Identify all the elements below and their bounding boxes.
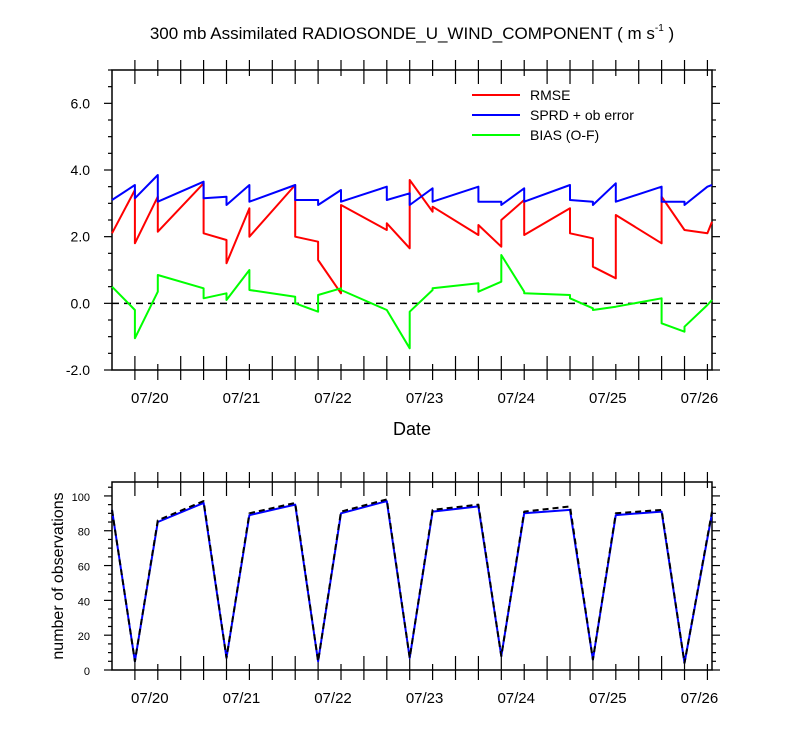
top-x-tick-label: 07/25 [589, 390, 627, 407]
legend-label: RMSE [530, 87, 570, 103]
bottom-x-tick-label: 07/25 [589, 690, 627, 707]
top-series-group [111, 174, 713, 350]
bottom-y-tick-label: 0 [84, 666, 90, 678]
top-series-rmse-line [111, 179, 713, 295]
top-x-tick-label: 07/26 [681, 390, 719, 407]
title-superscript: -1 [655, 23, 664, 34]
legend-label: BIAS (O-F) [530, 127, 599, 143]
bottom-x-tick-label: 07/26 [681, 690, 719, 707]
legend-label: SPRD + ob error [530, 107, 634, 123]
chart-legend: RMSE SPRD + ob error BIAS (O-F) [472, 87, 634, 143]
top-y-tick-label: -2.0 [66, 362, 90, 378]
top-axis-ticks: -2.0 0.0 2.0 4.0 6.0 07/20 07/21 07/22 07/23 07/2… [66, 60, 720, 407]
bottom-y-tick-label: 60 [78, 562, 90, 574]
bottom-x-tick-label: 07/20 [131, 690, 169, 707]
bottom-x-tick-label: 07/21 [223, 690, 261, 707]
top-plot-area: -2.0 0.0 2.0 4.0 6.0 07/20 07/21 07/22 07/23 07/2… [66, 60, 720, 407]
bottom-x-tick-label: 07/23 [406, 690, 444, 707]
chart-title: 300 mb Assimilated RADIOSONDE_U_WIND_COM… [150, 23, 674, 43]
bottom-y-tick-label: 100 [72, 492, 90, 504]
top-x-tick-label: 07/20 [131, 390, 169, 407]
bottom-series-group [111, 498, 713, 664]
bottom-y-tick-label: 40 [78, 596, 90, 608]
bottom-y-tick-label: 20 [78, 631, 90, 643]
top-y-tick-label: 6.0 [71, 95, 91, 111]
bottom-y-tick-label: 80 [78, 527, 90, 539]
top-y-tick-label: 0.0 [71, 295, 91, 311]
top-x-tick-label: 07/23 [406, 390, 444, 407]
top-y-tick-label: 4.0 [71, 162, 91, 178]
top-x-tick-label: 07/24 [497, 390, 535, 407]
top-x-tick-label: 07/22 [314, 390, 352, 407]
top-series-sprd-ob-error-line [111, 174, 713, 206]
top-series-bias-o-f-line [111, 254, 713, 350]
bottom-plot-area: 0 20 40 60 80 100 07/20 07/21 07/22 07/23 07/24 07/… [72, 472, 720, 707]
bottom-x-tick-label: 07/22 [314, 690, 352, 707]
y-axis-label: number of observations [50, 492, 67, 659]
bottom-series-observations-dashed-line [111, 498, 713, 664]
top-y-tick-label: 2.0 [71, 229, 91, 245]
bottom-plot-frame [111, 481, 713, 671]
bottom-x-tick-label: 07/24 [497, 690, 535, 707]
top-x-tick-label: 07/21 [223, 390, 261, 407]
bottom-axis-ticks: 0 20 40 60 80 100 07/20 07/21 07/22 07/23 07/24 07/… [72, 472, 720, 707]
x-axis-label: Date [393, 419, 431, 439]
